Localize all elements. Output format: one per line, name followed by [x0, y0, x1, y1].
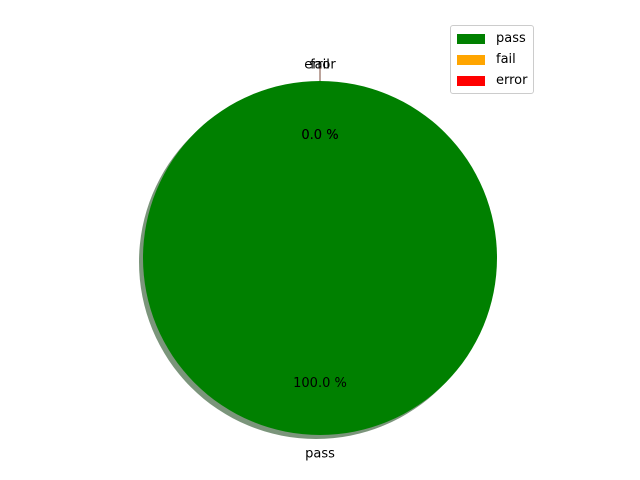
legend-swatch-error	[457, 75, 485, 86]
legend: pass fail error	[450, 25, 534, 94]
legend-label-pass: pass	[496, 31, 526, 46]
slice-pct-error: 0.0 %	[301, 128, 338, 143]
slice-label-fail: fail	[310, 57, 330, 72]
slice-label-error: error	[304, 57, 336, 72]
legend-swatch-pass	[457, 33, 485, 44]
legend-item-fail: fail	[451, 49, 533, 70]
slice-pct-fail: 0.0 %	[301, 128, 338, 143]
legend-swatch-fail	[457, 54, 485, 65]
legend-label-fail: fail	[496, 52, 516, 67]
slice-pct-pass: 100.0 %	[293, 376, 347, 391]
legend-item-pass: pass	[451, 28, 533, 49]
legend-item-error: error	[451, 70, 533, 91]
pie-slice-pass	[143, 81, 497, 435]
legend-label-error: error	[496, 73, 528, 88]
slice-label-pass: pass	[305, 447, 335, 462]
